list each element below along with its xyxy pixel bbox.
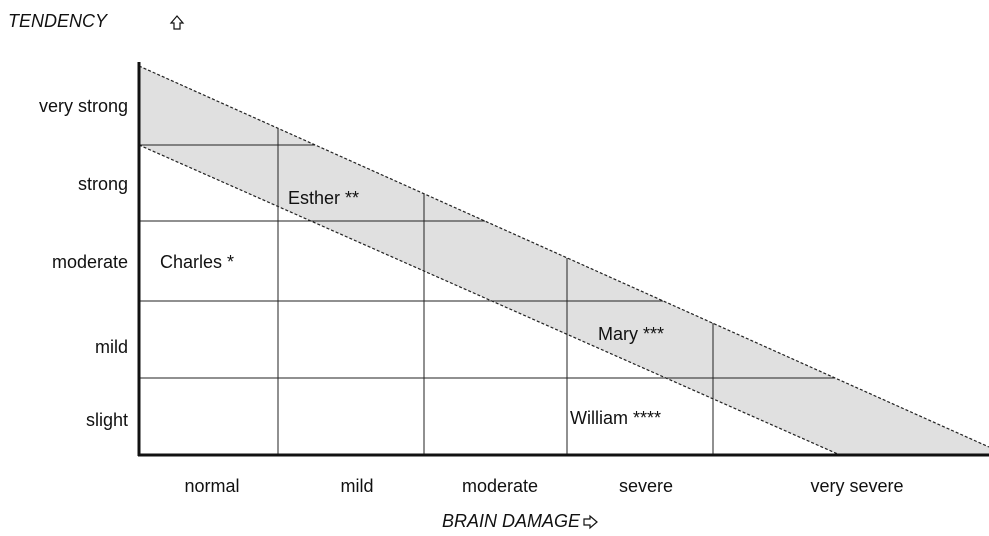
right-arrow-icon [583, 514, 598, 530]
case-label: Mary *** [598, 324, 664, 344]
case-label: Esther ** [288, 188, 359, 208]
up-arrow-icon [169, 15, 185, 30]
x-axis-label: BRAIN DAMAGE [442, 511, 581, 531]
y-level: moderate [52, 252, 128, 272]
y-level: very strong [39, 96, 128, 116]
x-level: moderate [462, 476, 538, 496]
x-level: severe [619, 476, 673, 496]
x-level: very severe [810, 476, 903, 496]
y-axis-label: TENDENCY [8, 11, 109, 31]
x-level: normal [184, 476, 239, 496]
upper-boundary [138, 65, 989, 448]
case-label: Charles * [160, 252, 234, 272]
y-level: strong [78, 174, 128, 194]
case-label: William **** [570, 408, 661, 428]
lower-boundary [138, 144, 841, 456]
y-level: mild [95, 337, 128, 357]
x-level: mild [340, 476, 373, 496]
y-level: slight [86, 410, 128, 430]
band [139, 66, 989, 455]
